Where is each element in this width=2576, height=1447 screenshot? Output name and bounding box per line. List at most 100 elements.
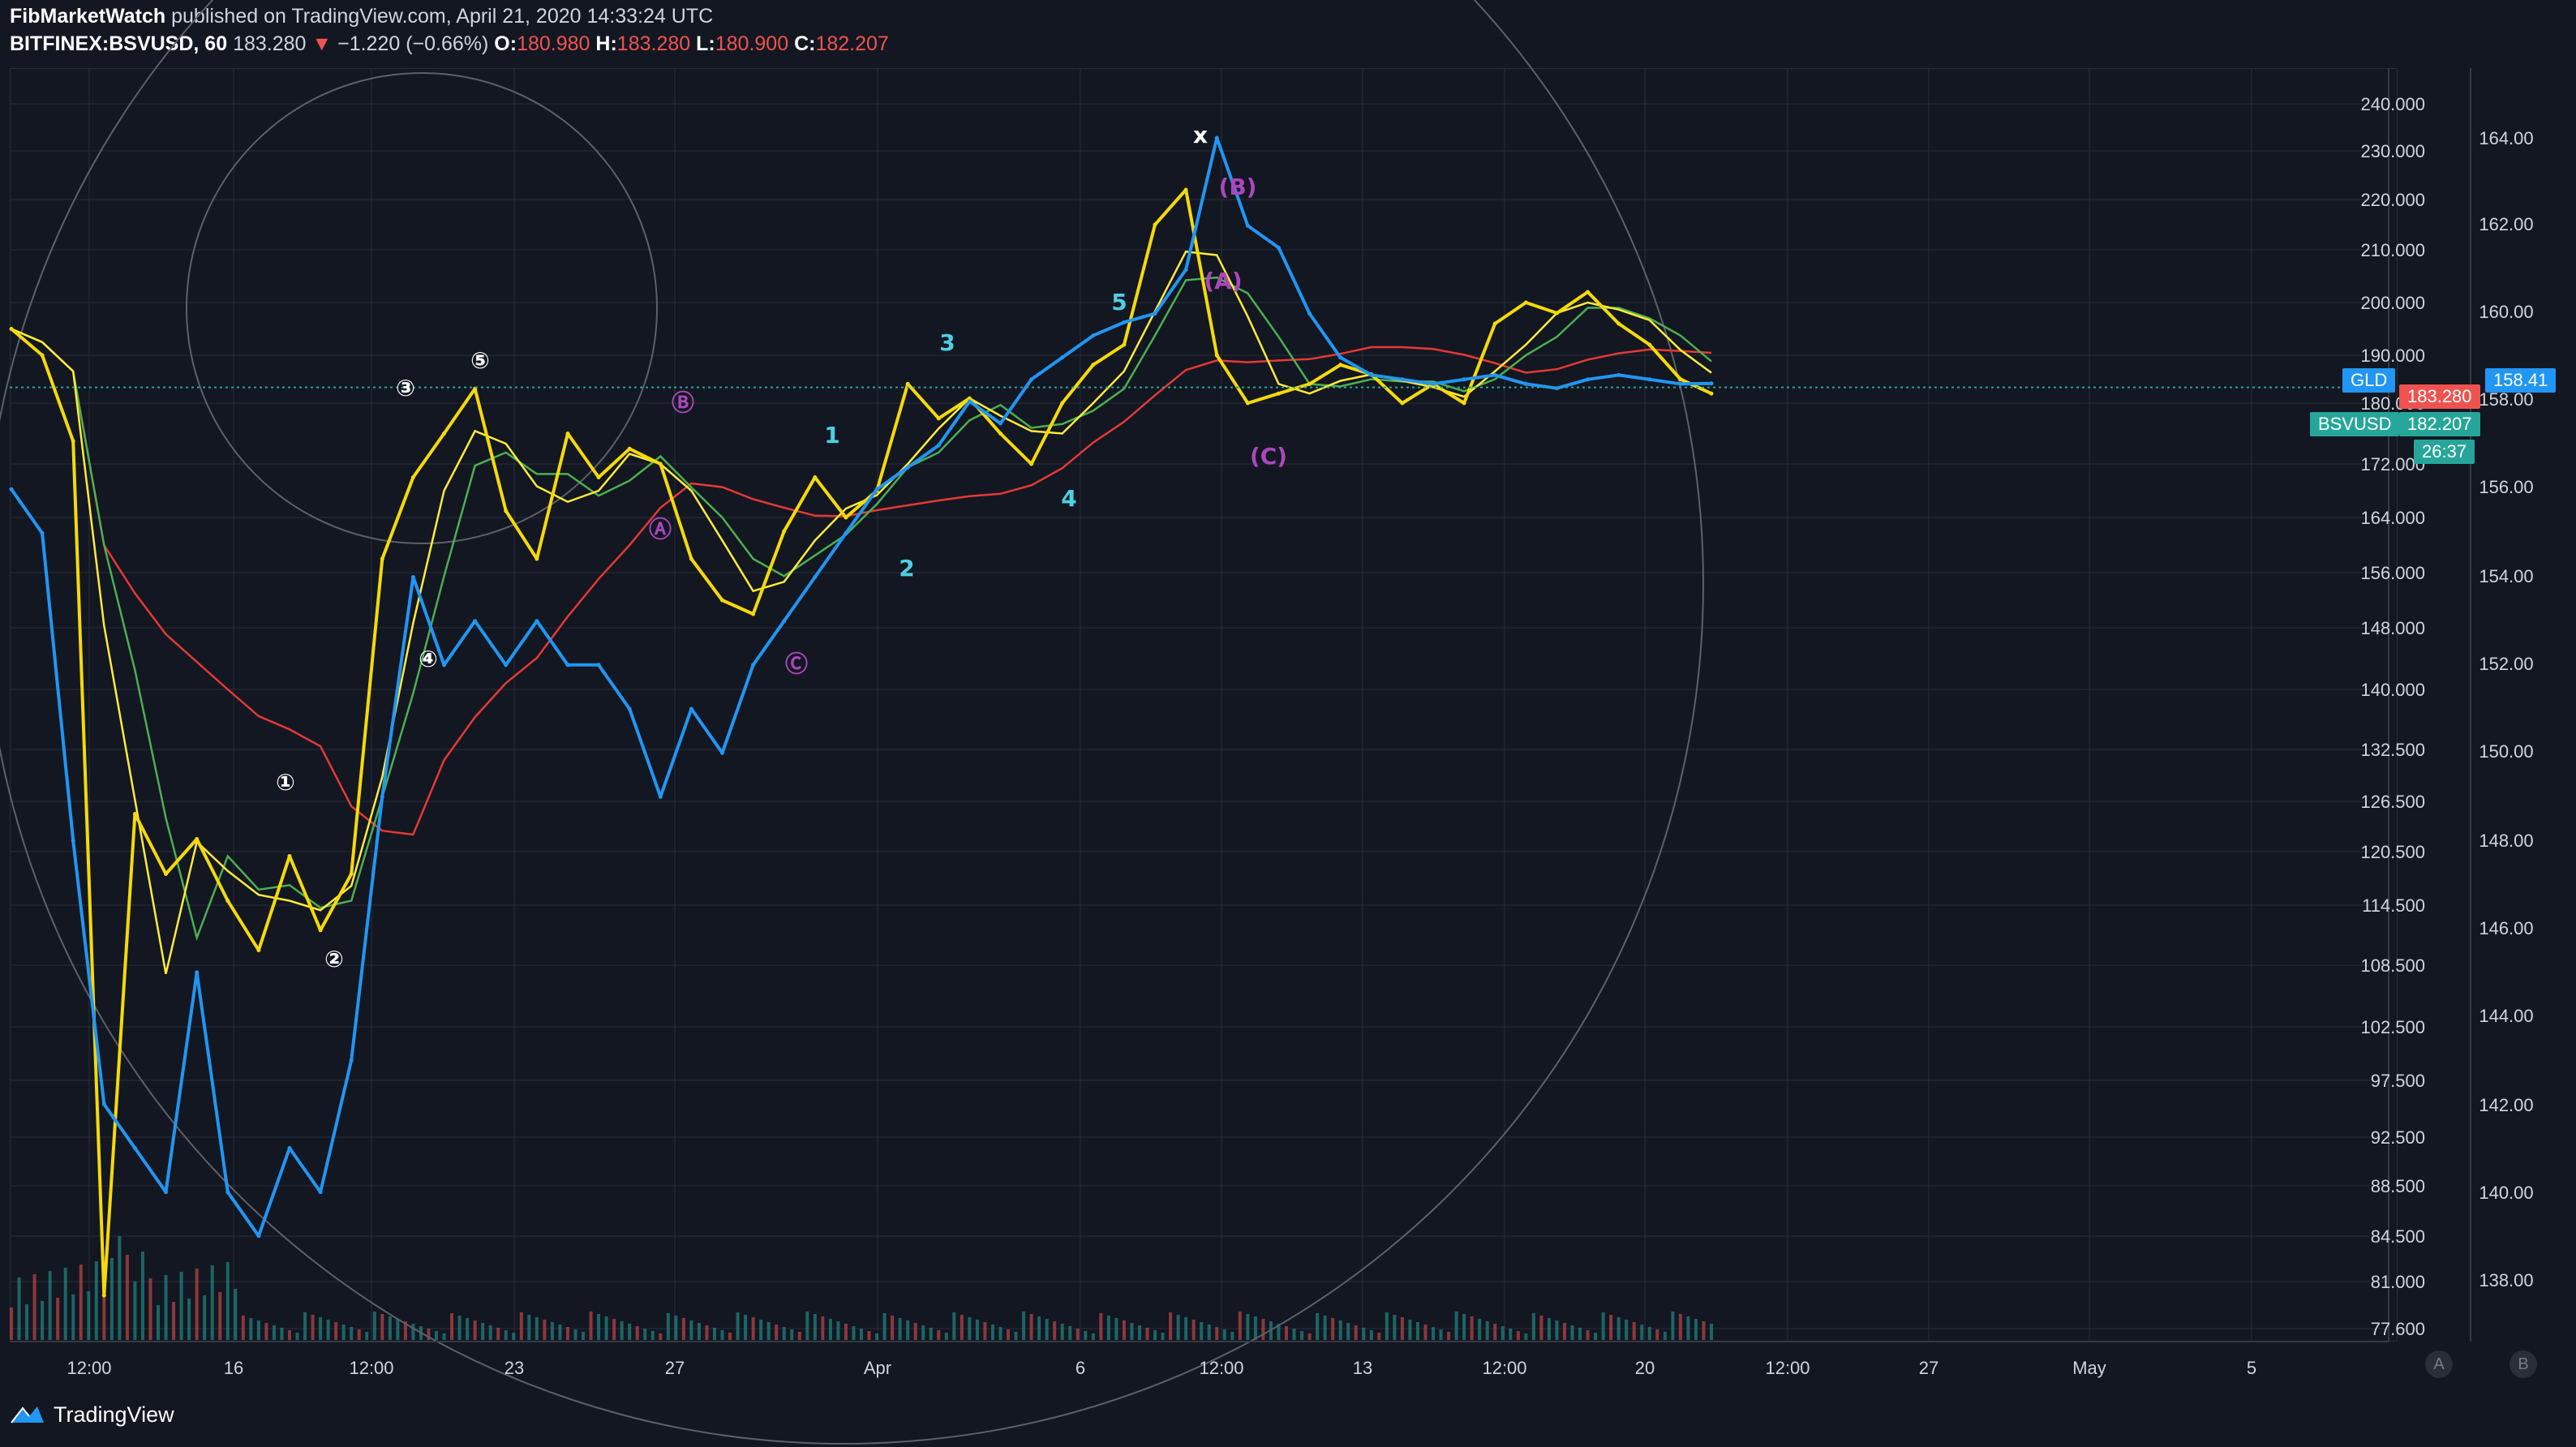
- volume-bar: [1161, 1333, 1165, 1340]
- auto-scale-button[interactable]: A: [2425, 1350, 2453, 1378]
- high-value: 183.280: [616, 32, 691, 55]
- volume-bar: [612, 1319, 616, 1340]
- volume-bar: [797, 1332, 801, 1340]
- data-point-gld: [813, 575, 818, 579]
- volume-bar: [388, 1316, 392, 1340]
- data-point-gld: [1616, 372, 1621, 377]
- volume-bar: [906, 1320, 910, 1340]
- volume-bar: [1377, 1333, 1381, 1340]
- volume-bar: [319, 1317, 323, 1340]
- wave-label: ④: [419, 646, 438, 672]
- volume-bar: [41, 1301, 45, 1340]
- volume-bar: [326, 1320, 330, 1340]
- volume-bar: [813, 1314, 817, 1340]
- data-point-gld: [504, 663, 509, 668]
- volume-bar: [466, 1318, 470, 1340]
- volume-bar: [1346, 1323, 1350, 1340]
- volume-bar: [341, 1325, 346, 1340]
- data-point-gld: [1647, 377, 1652, 382]
- published-text: published on TradingView.com, April 21, …: [171, 5, 714, 28]
- volume-bar: [442, 1333, 446, 1340]
- ma-red-line: [11, 328, 1712, 836]
- data-point-bsvusd: [1709, 391, 1714, 396]
- data-point-gld: [9, 487, 14, 492]
- volume-bar: [1191, 1320, 1196, 1340]
- volume-bar: [891, 1316, 895, 1340]
- data-point-bsvusd: [998, 432, 1002, 436]
- open-label: O:: [494, 32, 517, 55]
- volume-bar: [975, 1320, 979, 1340]
- right-axis-tick: 154.00: [2479, 566, 2533, 586]
- data-point-bsvusd: [596, 475, 601, 479]
- volume-bar: [10, 1307, 13, 1340]
- data-point-bsvusd: [1338, 363, 1343, 367]
- x-axis-tick: 20: [1635, 1358, 1655, 1378]
- volume-bar: [1292, 1329, 1296, 1340]
- volume-bar: [527, 1315, 531, 1340]
- data-point-bsvusd: [1492, 321, 1497, 326]
- data-point-bsvusd: [1183, 187, 1188, 192]
- data-point-gld: [1709, 381, 1714, 386]
- volume-bar: [203, 1295, 207, 1340]
- data-point-bsvusd: [71, 439, 75, 444]
- data-point-gld: [689, 706, 693, 711]
- publisher-name[interactable]: FibMarketWatch: [10, 5, 166, 28]
- data-point-gld: [1122, 320, 1127, 324]
- volume-bar: [334, 1322, 338, 1340]
- volume-bar: [187, 1299, 191, 1340]
- data-point-gld: [71, 839, 75, 843]
- data-point-bsvusd: [132, 812, 137, 816]
- volume-bar: [852, 1326, 856, 1340]
- data-point-gld: [442, 663, 446, 668]
- volume-bar: [1478, 1319, 1482, 1340]
- volume-bar: [1655, 1329, 1659, 1340]
- volume-bar: [473, 1320, 477, 1340]
- data-point-gld: [318, 1190, 323, 1195]
- wave-label: (B): [1219, 174, 1257, 200]
- volume-bar: [1400, 1317, 1404, 1340]
- volume-bar: [140, 1252, 144, 1340]
- x-axis-tick: 12:00: [1765, 1358, 1810, 1378]
- volume-bar: [744, 1315, 748, 1340]
- footer-brand[interactable]: TradingView: [10, 1397, 174, 1432]
- volume-bar: [1145, 1328, 1149, 1340]
- volume-bar: [543, 1320, 547, 1340]
- volume-bar: [380, 1314, 384, 1340]
- data-point-gld: [1245, 223, 1250, 228]
- data-point-bsvusd: [627, 446, 632, 451]
- data-point-bsvusd: [689, 556, 693, 561]
- volume-bar: [1539, 1316, 1543, 1340]
- data-point-bsvusd: [1060, 401, 1065, 406]
- axes: 240.000 230.000 220.000 210.000 200.000 190.0…: [10, 68, 2534, 1378]
- data-point-gld: [1678, 381, 1683, 386]
- volume-bar: [736, 1312, 740, 1340]
- left-axis-tick: 230.000: [2360, 141, 2425, 161]
- data-point-gld: [1091, 333, 1096, 338]
- volume-bar: [635, 1326, 639, 1340]
- left-axis-tick: 148.000: [2360, 618, 2425, 638]
- data-point-gld: [287, 1146, 292, 1150]
- volume-bar: [1153, 1330, 1157, 1340]
- data-point-gld: [596, 663, 601, 668]
- volume-bar: [241, 1316, 245, 1340]
- data-point-gld: [535, 619, 539, 624]
- log-scale-button[interactable]: B: [2509, 1350, 2537, 1378]
- volume-bar: [751, 1317, 755, 1340]
- x-axis-tick: 13: [1353, 1358, 1372, 1378]
- volume-bar: [1432, 1327, 1436, 1340]
- volume-bar: [1393, 1315, 1397, 1340]
- volume-bar: [1578, 1328, 1582, 1340]
- volume-bar: [48, 1271, 52, 1340]
- open-value: 180.980: [517, 32, 590, 55]
- volume-bar: [1415, 1322, 1419, 1340]
- volume-bar: [867, 1331, 871, 1340]
- data-point-gld: [998, 421, 1002, 426]
- volume-bar: [1531, 1313, 1535, 1340]
- volume-bar: [1485, 1321, 1489, 1340]
- volume-bar: [234, 1289, 238, 1340]
- volume-bar: [913, 1323, 917, 1340]
- volume-bar: [1671, 1312, 1675, 1340]
- volume-bar: [620, 1321, 624, 1340]
- bsv-value-tag: 182.207: [2399, 412, 2480, 436]
